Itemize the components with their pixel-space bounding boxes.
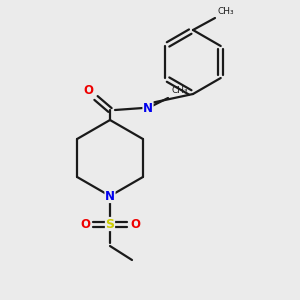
Text: O: O [83, 83, 93, 97]
Text: N: N [105, 190, 115, 202]
Text: CH₃: CH₃ [218, 7, 235, 16]
Text: S: S [106, 218, 115, 230]
Text: O: O [130, 218, 140, 230]
Text: N: N [143, 101, 153, 115]
Text: CH₃: CH₃ [171, 86, 188, 95]
Text: O: O [80, 218, 90, 230]
